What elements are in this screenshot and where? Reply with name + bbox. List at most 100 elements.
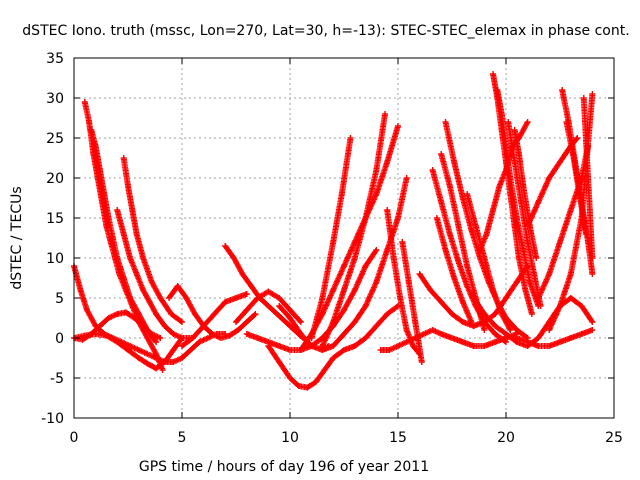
data-point [308, 343, 315, 349]
y-tick-label: 35 [46, 51, 64, 67]
data-point [492, 311, 499, 317]
data-point [557, 239, 563, 245]
data-point [144, 327, 151, 333]
data-point [295, 383, 302, 389]
data-point [170, 347, 177, 353]
axis-ticks [73, 57, 615, 419]
data-point [589, 319, 596, 325]
data-point [459, 339, 466, 345]
data-point [492, 323, 499, 329]
data-point [412, 319, 419, 325]
data-point [265, 288, 272, 295]
data-point [135, 347, 142, 353]
data-point [384, 159, 391, 165]
data-point [526, 279, 533, 285]
data-point [88, 331, 95, 337]
y-tick-label: -5 [50, 371, 64, 387]
data-point [503, 331, 509, 337]
data-point [109, 335, 116, 341]
data-point [297, 319, 304, 325]
data-point [438, 331, 445, 337]
data-point [515, 135, 522, 141]
data-point [287, 315, 293, 321]
data-point [297, 331, 304, 337]
data-point [589, 327, 596, 333]
data-point [243, 307, 250, 313]
data-point [330, 319, 337, 325]
data-point [537, 303, 544, 309]
data-point [230, 255, 237, 261]
data-point [524, 119, 531, 125]
data-point [140, 255, 147, 261]
data-point [299, 335, 306, 341]
data-point [468, 227, 475, 233]
data-point [319, 347, 326, 353]
data-point [585, 175, 592, 181]
data-point [395, 303, 401, 309]
data-point [116, 271, 123, 277]
y-tick-labels: -10 -5 0 5 10 15 20 25 30 35 [41, 51, 64, 427]
data-point [403, 327, 410, 333]
data-point [390, 255, 397, 261]
data-point [83, 307, 90, 313]
data-point [274, 311, 281, 317]
data-point [481, 343, 488, 349]
data-point [535, 335, 542, 341]
data-point [373, 191, 380, 197]
data-point [135, 355, 142, 361]
data-point [191, 311, 198, 317]
data-point [122, 287, 129, 293]
data-point [252, 311, 259, 317]
data-point [524, 239, 531, 245]
data-point [589, 255, 596, 261]
data-point [140, 323, 147, 329]
data-point [481, 319, 488, 325]
data-point [235, 327, 242, 333]
data-point [442, 247, 449, 253]
data-point [120, 231, 127, 237]
data-point [578, 215, 585, 221]
data-point [490, 71, 497, 77]
data-point [395, 215, 401, 221]
data-point [129, 303, 136, 309]
data-point [449, 311, 455, 317]
data-point [204, 335, 211, 341]
y-tick-label: 0 [55, 331, 64, 347]
data-point [464, 191, 471, 197]
data-point [490, 287, 497, 293]
data-point [330, 343, 337, 349]
y-tick-label: 30 [46, 91, 64, 107]
data-point [569, 151, 576, 157]
x-tick-labels: 0 5 10 15 20 25 [70, 430, 623, 446]
data-point [243, 291, 250, 297]
data-point [405, 279, 412, 285]
chart-title: dSTEC Iono. truth (mssc, Lon=270, Lat=30… [22, 23, 629, 39]
data-point [515, 255, 522, 261]
data-point [395, 343, 401, 349]
data-point [546, 175, 553, 181]
data-point [179, 319, 185, 325]
y-tick-label: 20 [46, 171, 64, 187]
data-point [341, 287, 347, 293]
data-point [585, 143, 592, 149]
data-point [140, 287, 147, 293]
data-point [468, 319, 475, 325]
data-point [114, 311, 121, 317]
data-point [287, 347, 293, 353]
x-tick-label: 25 [605, 430, 623, 446]
data-point [166, 295, 173, 301]
data-point [494, 299, 501, 305]
data-point [148, 279, 155, 285]
data-point [567, 335, 574, 341]
data-point [297, 347, 304, 353]
data-point [446, 231, 453, 237]
data-point [524, 263, 531, 269]
data-point [373, 323, 380, 329]
data-point [308, 335, 315, 341]
data-point [429, 327, 436, 333]
data-point [511, 223, 518, 229]
data-point [312, 379, 319, 385]
data-point [442, 119, 449, 125]
data-point [503, 295, 509, 301]
data-point [114, 255, 121, 261]
